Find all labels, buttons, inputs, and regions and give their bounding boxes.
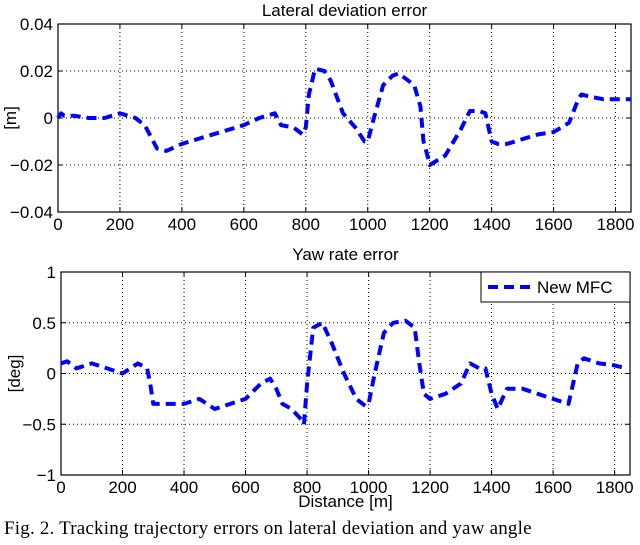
y-tick-label: 1	[47, 263, 56, 282]
y-tick-label: 0.5	[32, 314, 56, 333]
figure-caption: Fig. 2. Tracking trajectory errors on la…	[4, 518, 532, 539]
x-tick-label: 800	[292, 215, 320, 234]
x-tick-label: 400	[170, 478, 198, 497]
x-tick-label: 400	[168, 215, 196, 234]
y-tick-label: 0	[47, 365, 56, 384]
x-tick-label: 1800	[596, 478, 634, 497]
x-tick-label: 1000	[350, 478, 388, 497]
x-tick-label: 1600	[534, 478, 572, 497]
plot-title: Yaw rate error	[292, 245, 399, 264]
series-line-new-mfc	[60, 318, 628, 427]
axes-frame	[60, 271, 631, 476]
x-tick-label: 800	[293, 478, 321, 497]
lateral-deviation-plot: 0 200 400 600 800 1000 1200 1400 1600 1800 −0.04 −0…	[1, 1, 634, 234]
x-axis-label: Distance [m]	[298, 492, 392, 511]
x-tick-label: 1600	[535, 215, 573, 234]
series-line-new-mfc	[56, 66, 631, 167]
y-axis-label: [deg]	[5, 355, 24, 393]
x-tick-label: 1000	[349, 215, 387, 234]
y-tick-label: 0	[44, 109, 53, 128]
y-tick-label: −0.02	[10, 156, 53, 175]
y-tick-label: 0.04	[20, 15, 53, 34]
x-tick-label: 1200	[411, 215, 449, 234]
legend: New MFC	[480, 271, 631, 303]
x-tick-label: 200	[108, 478, 136, 497]
y-tick-label: 0.02	[20, 62, 53, 81]
x-tick-label: 1400	[473, 215, 511, 234]
y-tick-label: −0.5	[22, 415, 56, 434]
y-tick-label: −1	[37, 466, 56, 485]
x-tick-label: 1800	[597, 215, 635, 234]
x-tick-label: 600	[231, 478, 259, 497]
legend-label: New MFC	[537, 278, 613, 297]
x-tick-label: 600	[230, 215, 258, 234]
yaw-rate-plot: 0 200 400 600 800 1000 1200 1400 1600 1800 −1 −0.5 0…	[5, 245, 634, 511]
x-tick-label: 200	[106, 215, 134, 234]
x-tick-label: 0	[53, 215, 62, 234]
plot-title: Lateral deviation error	[262, 1, 428, 20]
y-tick-label: −0.04	[10, 203, 53, 222]
x-tick-label: 0	[56, 478, 65, 497]
axes-frame	[57, 23, 632, 213]
y-axis-label: [m]	[1, 106, 20, 130]
x-tick-label: 1200	[411, 478, 449, 497]
x-tick-label: 1400	[473, 478, 511, 497]
